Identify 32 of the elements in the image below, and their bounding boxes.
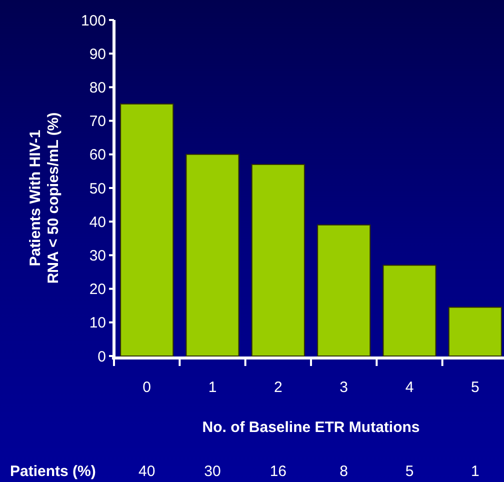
text: 1 <box>470 463 480 480</box>
x-axis-title: No. of Baseline ETR Mutations <box>202 419 420 436</box>
y-tick-label: 0 <box>98 348 106 366</box>
bar <box>317 224 371 356</box>
bar <box>251 164 305 356</box>
x-tick-label: 4 <box>405 379 414 396</box>
y-tick-label: 30 <box>89 247 106 264</box>
x-tick-label: 0 <box>142 379 152 396</box>
y-axis-title: Patients With HIV-1 RNA < 50 copies/mL (%) <box>27 112 62 284</box>
bar <box>448 306 502 356</box>
y-tick-label: 10 <box>89 314 106 332</box>
y-tick-label: 70 <box>89 113 106 130</box>
text: 5 <box>405 463 414 480</box>
text: Patients (%) <box>10 463 96 480</box>
y-tick-label: 90 <box>89 46 106 63</box>
y-tick-label: 40 <box>89 214 106 231</box>
y-tick-label: 50 <box>89 180 106 198</box>
text: 8 <box>340 463 348 480</box>
x-tick-label: 2 <box>274 379 282 396</box>
y-tick-label: 20 <box>89 281 106 298</box>
y-tick-label: 100 <box>80 12 106 30</box>
text: 30 <box>204 463 221 480</box>
x-tick-label: 5 <box>470 379 480 396</box>
text: 40 <box>138 463 156 480</box>
x-tick-label: 3 <box>340 379 348 396</box>
text: 16 <box>270 463 287 480</box>
y-tick-label: 60 <box>89 146 106 164</box>
y-tick-label: 80 <box>89 79 106 96</box>
bar <box>186 154 240 356</box>
x-tick-label: 1 <box>208 379 217 396</box>
bar <box>382 264 436 356</box>
bar <box>120 104 174 356</box>
